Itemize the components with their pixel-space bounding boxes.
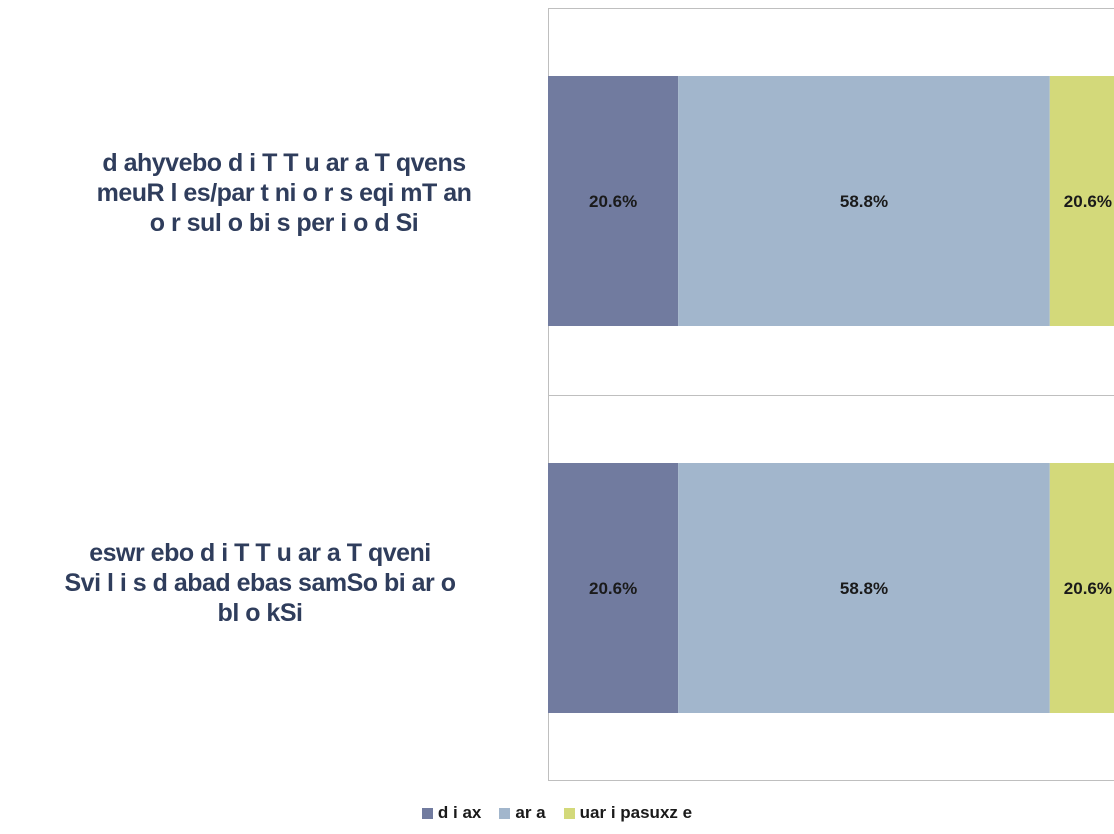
legend-item-2: ar a <box>499 803 545 823</box>
legend-label-3: uar i pasuxz e <box>580 803 692 823</box>
legend-swatch-3 <box>564 808 575 819</box>
data-label-2-3: 20.6% <box>1064 579 1112 598</box>
data-label-1-2: 58.8% <box>840 192 888 211</box>
data-label-1-1: 20.6% <box>589 192 637 211</box>
category-label-2: eswr ebo d i T T u ar a T qveni Svi l i … <box>0 538 520 628</box>
category-label-2-line-3: bl o kSi <box>0 598 520 628</box>
legend-label-1: d i ax <box>438 803 481 823</box>
legend-item-3: uar i pasuxz e <box>564 803 692 823</box>
data-label-2-2: 58.8% <box>840 579 888 598</box>
data-label-1-3: 20.6% <box>1064 192 1112 211</box>
category-label-1-line-2: meuR l es/par t ni o r s eqi mT an <box>24 178 544 208</box>
category-label-1: d ahyvebo d i T T u ar a T qvens meuR l … <box>24 148 544 238</box>
category-label-2-line-1: eswr ebo d i T T u ar a T qveni <box>0 538 520 568</box>
category-label-1-line-3: o r sul o bi s per i o d Si <box>24 208 544 238</box>
legend-swatch-2 <box>499 808 510 819</box>
category-label-1-line-1: d ahyvebo d i T T u ar a T qvens <box>24 148 544 178</box>
data-label-2-1: 20.6% <box>589 579 637 598</box>
category-label-2-line-2: Svi l i s d abad ebas samSo bi ar o <box>0 568 520 598</box>
legend-swatch-1 <box>422 808 433 819</box>
legend-item-1: d i ax <box>422 803 481 823</box>
legend: d i ax ar a uar i pasuxz e <box>0 803 1114 823</box>
legend-label-2: ar a <box>515 803 545 823</box>
